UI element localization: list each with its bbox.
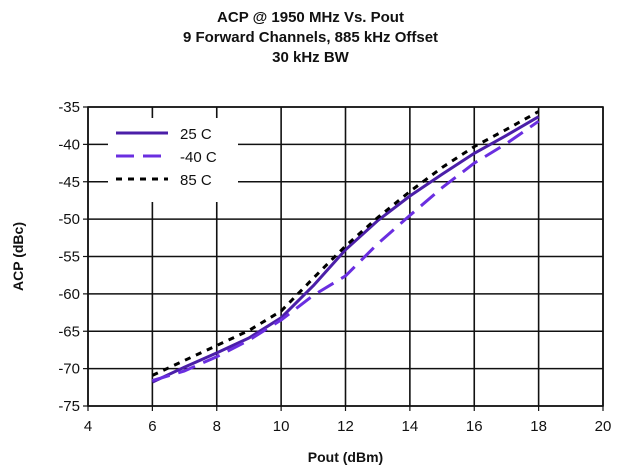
plot-frame	[87, 106, 604, 407]
legend-entry-label: -40 C	[180, 149, 217, 166]
y-tick-label: -45	[58, 174, 80, 191]
x-tick-label: 14	[402, 418, 419, 435]
y-tick-label: -70	[58, 361, 80, 378]
x-tick-label: 8	[213, 418, 221, 435]
x-tick-label: 10	[273, 418, 290, 435]
chart-title-block: ACP @ 1950 MHz Vs. Pout 9 Forward Channe…	[0, 8, 621, 68]
x-tick-label: 18	[530, 418, 547, 435]
x-tick-label: 20	[595, 418, 612, 435]
x-tick-label: 6	[148, 418, 156, 435]
chart-subtitle-2: 30 kHz BW	[272, 49, 349, 66]
series-line-25C	[151, 115, 540, 384]
y-axis-label: ACP (dBc)	[10, 222, 26, 291]
x-tick-label: 4	[84, 418, 92, 435]
chart-title: ACP @ 1950 MHz Vs. Pout	[217, 9, 404, 26]
x-tick-label: 12	[337, 418, 354, 435]
y-tick-label: -50	[58, 211, 80, 228]
y-tick-label: -40	[58, 136, 80, 153]
x-tick-label: 16	[466, 418, 483, 435]
y-tick-label: -75	[58, 398, 80, 415]
series-line-85C	[151, 110, 540, 377]
chart-subtitle-1: 9 Forward Channels, 885 kHz Offset	[182, 29, 439, 46]
series-lines	[151, 110, 540, 384]
legend-entry-label: 85 C	[180, 172, 212, 189]
legend-background	[108, 118, 238, 202]
x-axis-label: Pout (dBm)	[308, 449, 383, 465]
y-tick-label: -65	[58, 323, 80, 340]
legend: 25 C -40 C 85 C	[108, 118, 238, 202]
y-tick-label: -55	[58, 249, 80, 266]
legend-entry-label: 25 C	[180, 126, 212, 143]
y-tick-label: -60	[58, 286, 80, 303]
y-tick-label: -35	[58, 99, 80, 116]
tick-labels: 4 6 8 10 12 14 16 18 20 -35 -40 -45 -50 -55 -60 -65 -70 -…	[58, 99, 611, 435]
series-line-minus40C	[151, 119, 540, 383]
